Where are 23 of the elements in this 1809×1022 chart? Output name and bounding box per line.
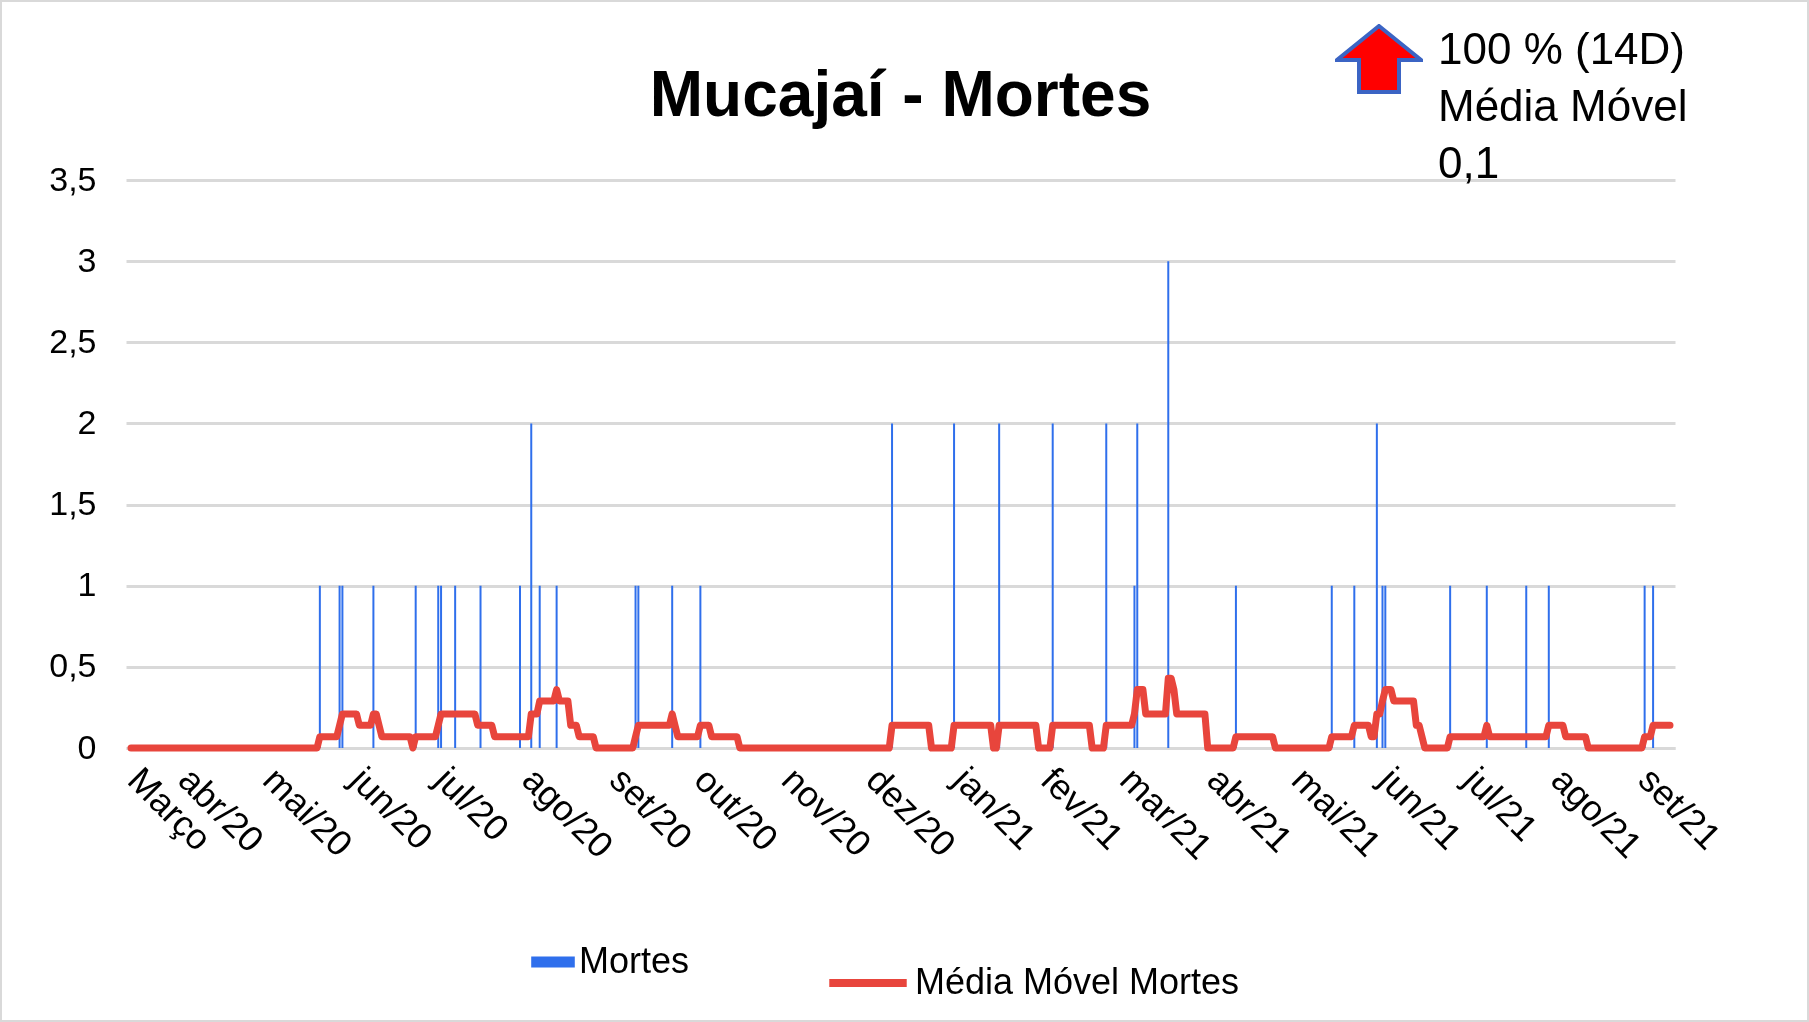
bar [454, 585, 457, 748]
chart-title: Mucajaí - Mortes [649, 58, 1152, 130]
legend-label: Média Móvel Mortes [915, 961, 1240, 1002]
bar [479, 585, 482, 748]
y-tick-label: 3,5 [49, 159, 97, 198]
bar [1547, 585, 1550, 748]
bar [1051, 423, 1054, 748]
y-tick-label: 3 [77, 240, 97, 279]
bar [518, 585, 521, 748]
annotation: 0,1 [1438, 137, 1501, 189]
text: 100 % (14D) [1438, 23, 1686, 75]
y-tick-label: 1 [77, 565, 97, 604]
bar [1167, 261, 1170, 748]
y-tick-label: 1,5 [49, 484, 97, 523]
text: Média Móvel [1438, 80, 1688, 132]
y-tick-label: 0,5 [49, 646, 97, 685]
bar [1375, 423, 1378, 748]
y-tick-label: 2,5 [49, 321, 97, 360]
y-tick-label: 0 [77, 727, 97, 766]
y-tick-label: 2 [77, 402, 97, 441]
bar [530, 423, 533, 748]
bar [1525, 585, 1528, 748]
legend-label: Mortes [579, 940, 690, 981]
